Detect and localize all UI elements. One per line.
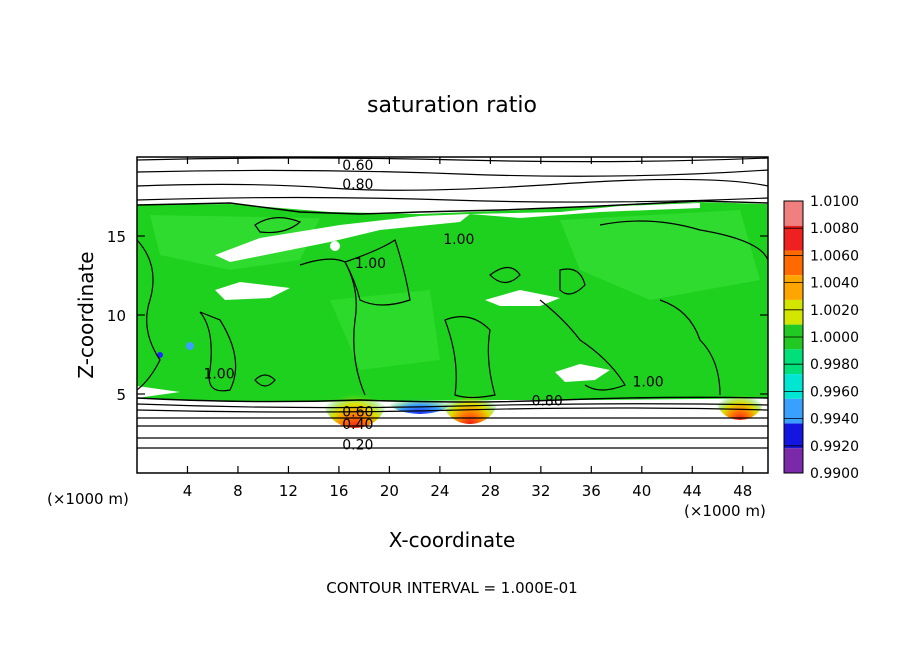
colorbar-tick-label: 0.9980 <box>810 357 859 373</box>
colorbar-tick-label: 0.9940 <box>810 412 859 428</box>
x-axis: 4 8 12 16 20 24 28 32 36 40 44 48 <box>183 157 752 500</box>
y-axis: 5 10 15 <box>107 228 768 404</box>
colorbar-swatch <box>784 250 803 276</box>
colorbar-tick-label: 1.0000 <box>810 330 859 346</box>
colorbar-swatch <box>784 374 803 399</box>
contour-label: 0.80 <box>342 177 373 193</box>
contour-interval-note: CONTOUR INTERVAL = 1.000E-01 <box>326 579 577 597</box>
x-axis-label: X-coordinate <box>389 528 516 552</box>
y-tick-label: 5 <box>116 386 126 404</box>
contour-label: 0.80 <box>532 393 563 409</box>
x-tick-label: 40 <box>632 482 651 500</box>
colorbar-swatch <box>784 299 803 325</box>
contour-label: 0.40 <box>342 417 373 433</box>
x-unit-note-right: (×1000 m) <box>684 502 766 520</box>
colorbar-swatch <box>784 275 803 300</box>
colorbar-tick-label: 1.0060 <box>810 248 859 264</box>
colorbar-tick-label: 0.9900 <box>810 466 859 482</box>
chart-title: saturation ratio <box>367 93 537 118</box>
colorbar-swatch <box>784 225 803 251</box>
colorbar: 1.0100 1.0080 1.0060 1.0040 1.0020 1.0000 0.99… <box>783 194 859 482</box>
x-tick-label: 32 <box>531 482 550 500</box>
colorbar-tick-label: 0.9960 <box>810 384 859 400</box>
x-unit-note-left: (×1000 m) <box>47 490 129 508</box>
contour-label: 0.60 <box>342 158 373 174</box>
colorbar-tick-label: 1.0080 <box>810 221 859 237</box>
x-tick-label: 16 <box>329 482 348 500</box>
contour-label: 1.00 <box>355 256 386 272</box>
colorbar-swatch <box>784 349 803 375</box>
x-tick-label: 4 <box>183 482 193 500</box>
y-tick-label: 15 <box>107 228 126 246</box>
contour-label: 1.00 <box>443 232 474 248</box>
x-tick-label: 36 <box>582 482 601 500</box>
colorbar-tick-label: 1.0020 <box>810 303 859 319</box>
contour-labels: 0.600.801.001.001.00 1.000.800.600.400.20 <box>203 158 664 454</box>
contour-label: 0.20 <box>342 438 373 454</box>
colorbar-swatch <box>784 398 803 424</box>
x-tick-label: 44 <box>683 482 702 500</box>
x-tick-label: 8 <box>233 482 243 500</box>
y-axis-label: Z-coordinate <box>74 251 98 378</box>
colorbar-tick-label: 0.9920 <box>810 439 859 455</box>
colorbar-tick-label: 1.0100 <box>810 194 859 210</box>
x-tick-label: 24 <box>430 482 449 500</box>
contour-label: 0.60 <box>342 404 373 420</box>
x-tick-label: 12 <box>279 482 298 500</box>
colorbar-swatch <box>784 423 803 449</box>
contour-label: 1.00 <box>203 366 234 382</box>
x-tick-label: 28 <box>481 482 500 500</box>
colorbar-swatch <box>784 201 803 226</box>
plot-field <box>137 157 768 473</box>
colorbar-tick-label: 1.0040 <box>810 276 859 292</box>
y-tick-label: 10 <box>107 307 126 325</box>
colorbar-swatch <box>784 448 803 473</box>
contour-label: 1.00 <box>633 374 664 390</box>
x-tick-label: 48 <box>733 482 752 500</box>
dry-intrusion <box>215 214 470 262</box>
x-tick-label: 20 <box>380 482 399 500</box>
